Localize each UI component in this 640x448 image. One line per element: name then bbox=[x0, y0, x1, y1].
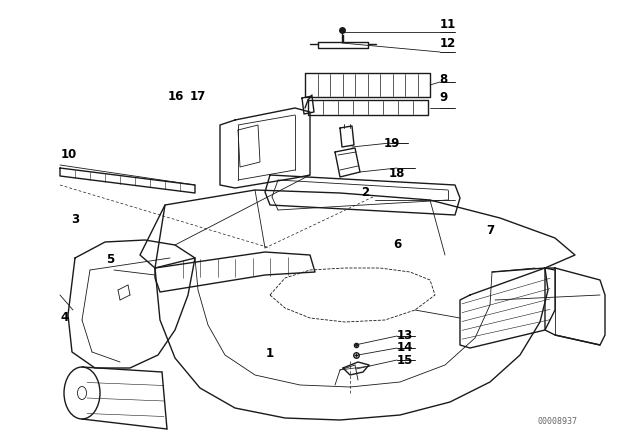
Text: 2: 2 bbox=[361, 186, 369, 199]
Text: 11: 11 bbox=[440, 18, 456, 31]
Text: 12: 12 bbox=[440, 37, 456, 51]
Text: 5: 5 bbox=[106, 253, 114, 267]
Text: 6: 6 bbox=[394, 237, 402, 251]
Text: 16: 16 bbox=[168, 90, 184, 103]
Text: 4: 4 bbox=[61, 310, 69, 324]
Text: 3: 3 bbox=[72, 213, 80, 226]
Text: 9: 9 bbox=[440, 91, 448, 104]
Text: 19: 19 bbox=[384, 137, 401, 150]
Text: 15: 15 bbox=[397, 354, 413, 367]
Text: 1: 1 bbox=[266, 347, 274, 361]
Text: 00008937: 00008937 bbox=[538, 417, 578, 426]
Text: 13: 13 bbox=[397, 328, 413, 342]
Text: 10: 10 bbox=[61, 148, 77, 161]
Text: 7: 7 bbox=[486, 224, 495, 237]
Text: 14: 14 bbox=[397, 340, 413, 354]
Text: 17: 17 bbox=[189, 90, 205, 103]
Text: 18: 18 bbox=[389, 167, 406, 181]
Text: 8: 8 bbox=[440, 73, 448, 86]
